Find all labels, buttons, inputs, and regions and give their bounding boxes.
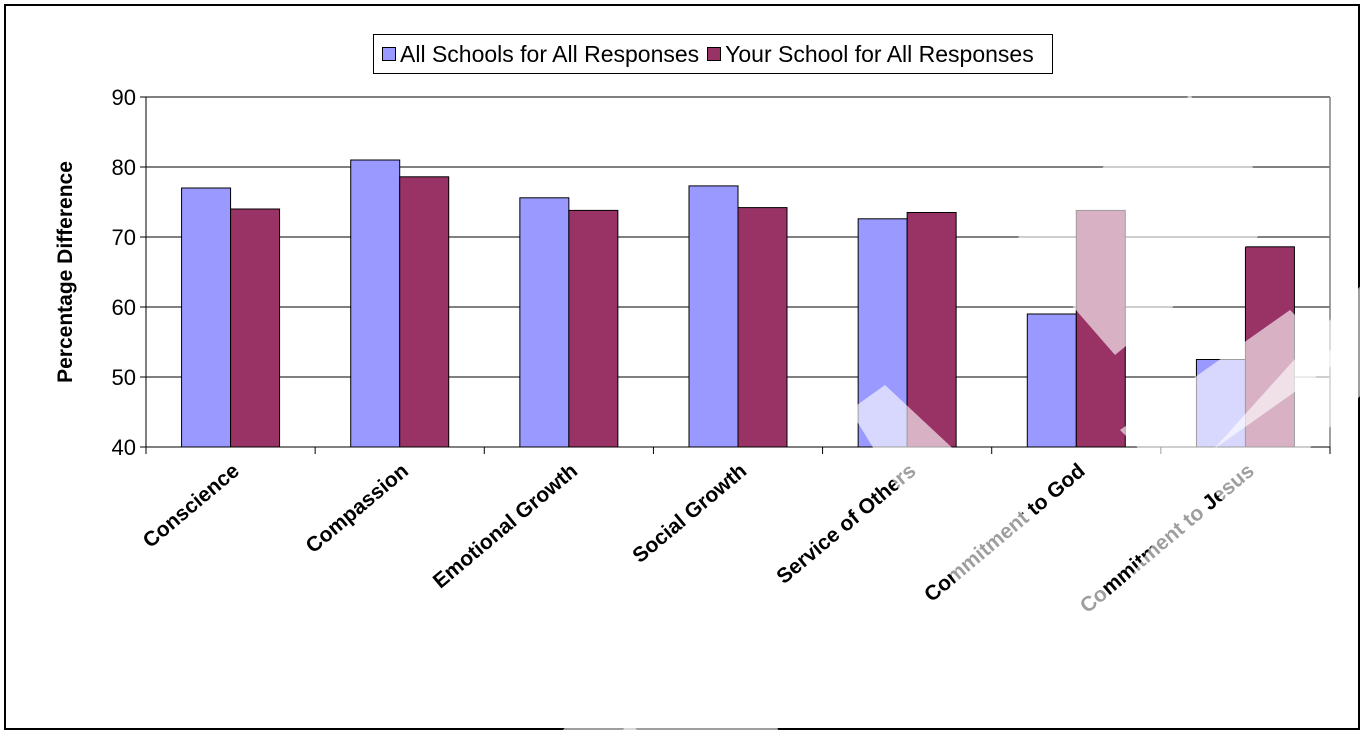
watermark-shape (850, 385, 1215, 720)
y-axis-title: Percentage Difference (54, 161, 77, 383)
y-tick-label: 80 (112, 155, 136, 180)
bar (230, 208, 281, 448)
y-tick-label: 70 (112, 225, 136, 250)
legend-swatch-your-school (707, 47, 722, 61)
bar (350, 159, 401, 448)
y-tick-label: 90 (112, 85, 136, 110)
bar (688, 185, 739, 448)
watermark-shape (560, 690, 640, 733)
bar (737, 207, 788, 448)
legend-item-your-school: Your School for All Responses (707, 41, 1034, 68)
watermark-shape (1015, 95, 1290, 355)
bar (399, 176, 450, 448)
legend-item-all-schools: All Schools for All Responses (382, 41, 699, 68)
bar (519, 197, 570, 448)
y-tick-label: 50 (112, 365, 136, 390)
bar (906, 212, 957, 448)
bar (568, 209, 619, 448)
x-tick-label: Social Growth (628, 459, 751, 567)
y-tick-label: 60 (112, 295, 136, 320)
x-tick-label: Compassion (302, 459, 413, 558)
legend-swatch-all-schools (382, 47, 396, 61)
y-tick-label: 40 (112, 435, 136, 460)
bar (181, 187, 232, 448)
watermark-shape (620, 620, 780, 733)
watermark-shape (1195, 280, 1366, 520)
legend: All Schools for All Responses Your Schoo… (373, 34, 1053, 74)
x-tick-label: Emotional Growth (429, 459, 582, 593)
x-tick-label: Conscience (139, 459, 244, 552)
legend-label-all-schools: All Schools for All Responses (400, 40, 700, 67)
bar (1026, 313, 1077, 448)
watermark-shape (1120, 310, 1340, 480)
legend-label-your-school: Your School for All Responses (725, 40, 1034, 67)
